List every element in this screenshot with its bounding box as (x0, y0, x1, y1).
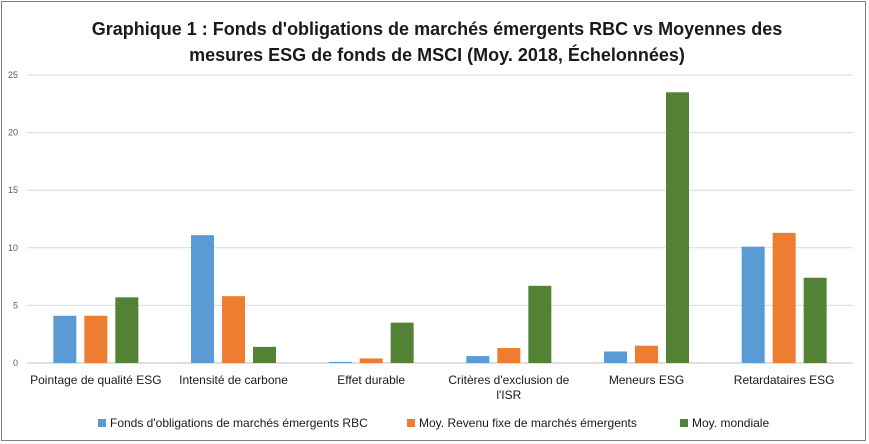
y-tick-label: 20 (8, 128, 18, 138)
y-tick-label: 25 (8, 70, 18, 80)
x-category-label: Effet durable (337, 373, 405, 387)
legend-swatch (407, 419, 415, 427)
bar (772, 232, 796, 363)
legend-swatch (98, 419, 106, 427)
legend-label: Moy. Revenu fixe de marchés émergents (419, 416, 637, 430)
bar (466, 356, 490, 363)
y-tick-label: 0 (13, 358, 18, 368)
bar (666, 92, 689, 363)
chart-title-line-2: mesures ESG de fonds de MSCI (Moy. 2018,… (189, 45, 685, 65)
bar (328, 361, 352, 363)
bar (53, 315, 77, 363)
bar (84, 315, 108, 363)
x-category-label: Retardataires ESG (734, 373, 835, 387)
bar (359, 358, 383, 363)
bar (390, 322, 414, 363)
bar (191, 235, 214, 363)
legend-swatch (680, 419, 688, 427)
legend-label: Fonds d'obligations de marchés émergents… (110, 416, 368, 430)
bar (222, 296, 245, 363)
legend: Fonds d'obligations de marchés émergents… (98, 416, 769, 430)
bar (115, 297, 139, 363)
bar (253, 346, 276, 363)
bar (803, 277, 827, 363)
bar (741, 246, 765, 363)
y-axis-ticks: 0 5 10 15 20 25 (8, 70, 18, 368)
bar (497, 348, 521, 363)
legend-label: Moy. mondiale (692, 416, 769, 430)
chart-title: Graphique 1 : Fonds d'obligations de mar… (42, 16, 832, 68)
x-axis-categories: Pointage de qualité ESG Intensité de carb… (30, 373, 834, 402)
y-tick-label: 10 (8, 243, 18, 253)
x-category-label: Intensité de carbone (179, 373, 288, 387)
bars (53, 92, 827, 363)
y-tick-label: 5 (13, 300, 18, 310)
chart-title-line-1: Graphique 1 : Fonds d'obligations de mar… (91, 19, 783, 39)
gridlines (27, 74, 853, 364)
x-category-label: Pointage de qualité ESG (30, 373, 161, 387)
bar (604, 351, 627, 363)
bar (528, 285, 552, 363)
x-category-label: Meneurs ESG (609, 373, 684, 387)
bar (635, 345, 658, 363)
y-tick-label: 15 (8, 185, 18, 195)
x-category-label: l'ISR (496, 388, 521, 402)
x-category-label: Critères d'exclusion de (448, 373, 569, 387)
